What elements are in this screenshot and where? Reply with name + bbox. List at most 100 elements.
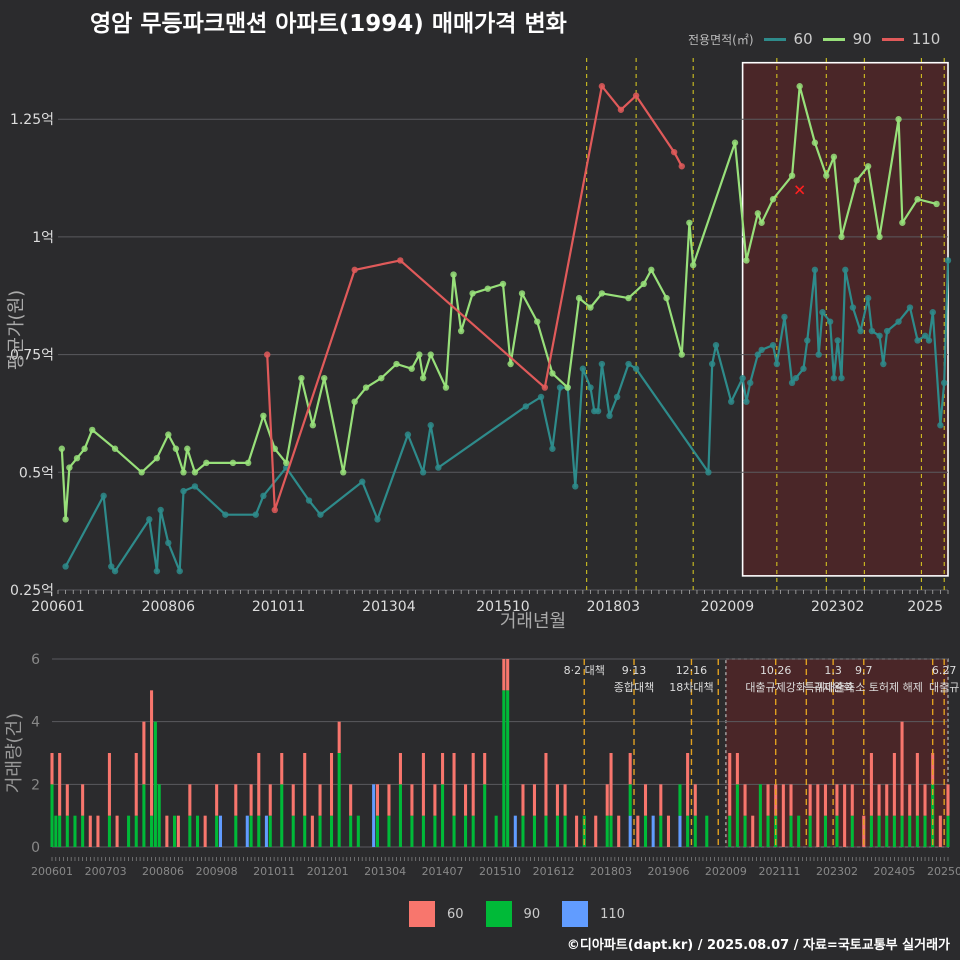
volume-bar-60 — [257, 753, 261, 816]
x-tick-label: 200806 — [142, 599, 196, 615]
policy-label: 8·2 대책 — [564, 664, 605, 677]
volume-bar-90 — [337, 753, 341, 847]
data-point-90 — [640, 280, 647, 288]
volume-bar-90 — [797, 815, 801, 847]
series-line-110 — [266, 85, 683, 512]
volume-x-tick-label: 200601 — [31, 865, 73, 878]
data-point-60 — [252, 511, 259, 518]
data-point-90 — [378, 374, 385, 382]
volume-bar-60 — [234, 784, 238, 816]
legend-label: 110 — [911, 30, 941, 48]
volume-bar-90 — [329, 815, 334, 847]
volume-bar-60 — [808, 784, 812, 816]
volume-x-tick-label: 201612 — [533, 865, 575, 878]
x-tick-label: 2025 — [907, 599, 943, 615]
data-point-90 — [73, 454, 81, 462]
legend-item-60: 60 — [409, 901, 464, 927]
legend-swatch — [881, 37, 904, 41]
volume-bar-110 — [678, 815, 682, 847]
data-point-60 — [754, 351, 762, 358]
data-point-90 — [165, 431, 172, 438]
volume-bar-90 — [410, 815, 414, 847]
data-point-60 — [925, 337, 933, 344]
volume-bar-60 — [900, 721, 904, 816]
volume-bar-90 — [157, 784, 161, 847]
data-point-60 — [838, 374, 845, 382]
volume-bar-60 — [659, 784, 663, 816]
legend-label: 60 — [447, 906, 464, 922]
data-point-110 — [351, 266, 358, 274]
volume-bar-90 — [172, 815, 177, 847]
volume-x-tick-label: 201510 — [479, 865, 521, 878]
data-point-90 — [689, 261, 697, 269]
legend-swatch — [562, 901, 589, 927]
data-point-60 — [811, 266, 819, 274]
volume-bar-110 — [372, 784, 376, 847]
data-point-60 — [815, 351, 822, 358]
volume-bar-60 — [441, 753, 445, 785]
data-point-60 — [758, 346, 765, 354]
volume-bar-90 — [421, 815, 425, 847]
volume-bar-60 — [605, 784, 609, 816]
volume-x-tick-label: 200703 — [85, 865, 127, 878]
volume-bar-60 — [107, 753, 111, 816]
volume-bar-60 — [303, 753, 307, 816]
data-point-90 — [788, 172, 796, 179]
data-point-110 — [632, 92, 640, 99]
volume-bar-90 — [195, 815, 200, 847]
data-point-90 — [686, 219, 693, 226]
volume-bar-60 — [636, 815, 640, 847]
data-point-90 — [914, 196, 921, 203]
x-tick-label: 201304 — [362, 599, 416, 615]
legend-label: 60 — [793, 30, 813, 48]
volume-bar-60 — [931, 753, 935, 785]
data-point-60 — [728, 398, 735, 405]
data-point-90 — [484, 285, 491, 292]
volume-bar-90 — [885, 815, 889, 847]
volume-bar-110 — [651, 815, 655, 847]
volume-bar-90 — [73, 815, 77, 847]
volume-bar-90 — [850, 815, 854, 847]
data-point-60 — [743, 398, 750, 405]
volume-bar-60 — [291, 784, 295, 816]
data-point-90 — [62, 516, 69, 523]
volume-bar-60 — [743, 784, 747, 816]
volume-bar-60 — [766, 784, 770, 816]
volume-y-tick-label: 0 — [31, 840, 40, 856]
legend-label: 90 — [523, 906, 541, 922]
policy-label: 대출규제강화 — [745, 681, 806, 694]
x-tick-label: 201510 — [476, 599, 529, 615]
y-axis-title: 평균가(원) — [6, 290, 27, 370]
volume-bar-60 — [885, 784, 889, 816]
data-point-90 — [362, 384, 370, 391]
volume-bar-60 — [81, 784, 85, 816]
x-tick-label: 200601 — [31, 599, 84, 615]
data-point-90 — [66, 464, 73, 471]
policy-label: 9.7 — [855, 664, 873, 677]
volume-bar-90 — [605, 815, 609, 847]
volume-x-tick-label: 200806 — [142, 865, 184, 878]
volume-bar-90 — [452, 815, 456, 847]
data-point-90 — [864, 163, 872, 170]
volume-bar-90 — [471, 815, 475, 847]
data-point-90 — [663, 294, 670, 302]
x-tick-label: 201011 — [252, 599, 305, 615]
data-point-90 — [260, 412, 267, 420]
volume-bar-60 — [728, 753, 732, 816]
data-point-90 — [191, 469, 199, 476]
volume-bar-60 — [816, 784, 820, 847]
volume-bar-60 — [506, 659, 510, 691]
data-point-60 — [792, 374, 800, 382]
volume-bar-110 — [218, 815, 223, 847]
volume-bar-90 — [743, 815, 747, 847]
volume-bar-90 — [758, 784, 762, 847]
volume-bar-60 — [280, 753, 284, 785]
volume-bar-60 — [349, 784, 353, 816]
data-point-60 — [549, 445, 556, 452]
data-point-110 — [397, 257, 404, 264]
volume-bar-60 — [50, 753, 54, 785]
data-point-90 — [678, 351, 685, 358]
y-tick-label: 1억 — [32, 230, 54, 246]
volume-bar-90 — [946, 815, 950, 847]
data-point-90 — [796, 83, 803, 90]
